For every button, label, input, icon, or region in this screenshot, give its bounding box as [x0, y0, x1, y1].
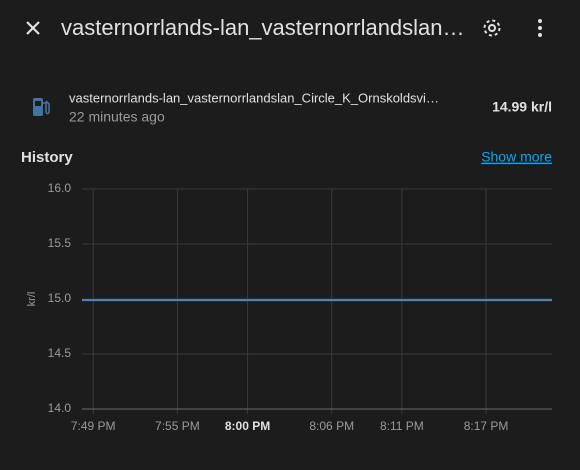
- y-tick-label: 14.5: [48, 346, 72, 360]
- x-tick-label: 8:06 PM: [309, 419, 354, 433]
- settings-button[interactable]: [483, 19, 501, 37]
- dialog-title: vasternorrlands-lan_vasternorrlandslan…: [61, 15, 465, 40]
- show-more-link[interactable]: Show more: [481, 149, 552, 165]
- history-title: History: [21, 149, 73, 166]
- y-axis-title: kr/l: [26, 292, 38, 307]
- y-tick-label: 15.5: [48, 236, 72, 250]
- x-tick-label: 8:11 PM: [380, 419, 424, 433]
- entity-state: 14.99 kr/l: [492, 99, 552, 115]
- y-tick-label: 16.0: [48, 181, 72, 195]
- x-tick-label: 7:55 PM: [155, 419, 200, 433]
- y-tick-label: 15.0: [48, 291, 72, 305]
- entity-name: vasternorrlands-lan_vasternorrlandslan_C…: [69, 90, 439, 105]
- x-tick-label: 7:49 PM: [71, 419, 116, 433]
- close-button[interactable]: [26, 21, 40, 35]
- fuel-icon: [33, 98, 50, 116]
- x-tick-label: 8:17 PM: [464, 419, 509, 433]
- x-tick-label: 8:00 PM: [225, 419, 270, 433]
- last-changed: 22 minutes ago: [69, 109, 165, 125]
- y-tick-label: 14.0: [48, 401, 72, 415]
- menu-button[interactable]: [538, 19, 542, 37]
